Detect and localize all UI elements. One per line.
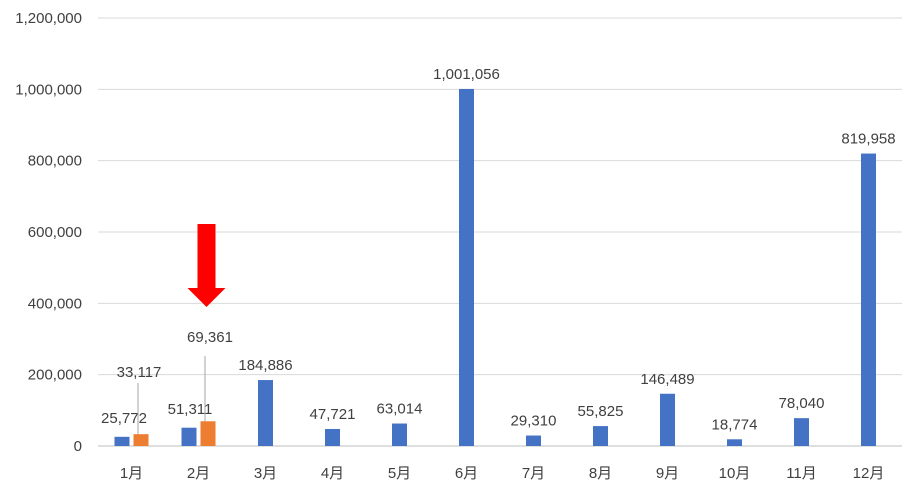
bar (660, 393, 675, 446)
data-label: 47,721 (310, 406, 356, 423)
bar (593, 426, 608, 446)
data-label: 63,014 (377, 401, 423, 418)
data-label: 78,040 (779, 395, 825, 412)
x-tick-label: 11月 (786, 465, 817, 482)
x-tick-label: 1月 (120, 465, 143, 482)
y-tick-label: 1,200,000 (15, 10, 82, 27)
x-tick-label: 10月 (719, 465, 751, 482)
bar (459, 88, 474, 446)
bar (200, 421, 216, 446)
data-label: 33,117 (117, 364, 162, 381)
bar (114, 436, 130, 446)
bar (526, 435, 541, 446)
bars (114, 88, 876, 446)
x-tick-label: 5月 (388, 465, 411, 482)
y-tick-label: 1,000,000 (15, 81, 82, 98)
x-tick-label: 4月 (321, 465, 344, 482)
bar (133, 434, 149, 446)
bar (794, 418, 809, 446)
data-label: 25,772 (101, 410, 147, 427)
data-label: 55,825 (578, 403, 624, 420)
x-axis: 1月 2月 3月 4月 5月 6月 7月 8月 9月 10月 11月 12月 (120, 465, 885, 482)
data-label: 18,774 (712, 416, 758, 433)
bar (325, 428, 340, 446)
y-tick-label: 600,000 (28, 224, 82, 241)
red-arrow-icon (187, 224, 226, 307)
y-axis: 0 200,000 400,000 600,000 800,000 1,000,000 1,… (15, 10, 82, 455)
y-tick-label: 200,000 (28, 367, 82, 384)
data-label: 184,886 (238, 357, 292, 374)
data-label: 51,311 (168, 401, 213, 418)
x-tick-label: 6月 (455, 465, 478, 482)
bar (392, 423, 407, 446)
y-tick-label: 400,000 (28, 295, 82, 312)
x-tick-label: 3月 (254, 465, 277, 482)
annotations (187, 224, 226, 307)
y-tick-label: 0 (74, 438, 82, 455)
x-tick-label: 12月 (853, 465, 885, 482)
gridlines (98, 17, 902, 447)
data-label: 69,361 (187, 329, 233, 346)
data-label: 1,001,056 (433, 66, 500, 83)
x-tick-label: 7月 (522, 465, 545, 482)
y-tick-label: 800,000 (28, 153, 82, 170)
bar (181, 427, 197, 446)
data-label: 29,310 (511, 413, 557, 430)
x-tick-label: 2月 (187, 465, 210, 482)
data-label: 819,958 (841, 131, 895, 148)
bar (258, 380, 273, 446)
bar (861, 153, 876, 446)
data-label: 146,489 (640, 371, 694, 388)
bar (727, 439, 742, 446)
x-tick-label: 8月 (589, 465, 612, 482)
x-tick-label: 9月 (656, 465, 679, 482)
data-labels: 25,772 33,117 51,311 69,361 184,886 47,721 63,… (101, 66, 896, 435)
